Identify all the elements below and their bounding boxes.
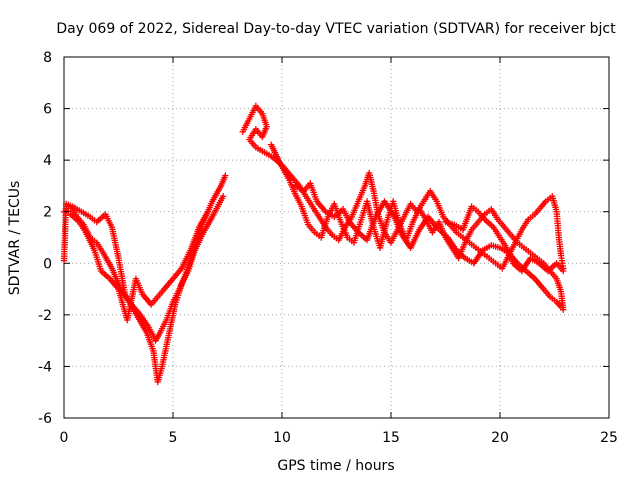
y-tick-label: -6	[38, 411, 52, 427]
y-tick-label: -4	[38, 359, 52, 375]
axis-ticks: 0 5 10 15 20 25 -6 -4 -2 0 2 4 6 8	[38, 50, 618, 446]
x-tick-label: 10	[273, 430, 291, 446]
y-tick-label: 4	[43, 153, 52, 169]
y-tick-label: -2	[38, 308, 52, 324]
series-track	[60, 172, 229, 344]
x-tick-label: 0	[60, 430, 69, 446]
y-tick-label: 8	[43, 50, 52, 66]
data-point	[560, 267, 567, 275]
data-point	[557, 303, 565, 311]
x-tick-label: 15	[382, 430, 400, 446]
data-point	[222, 172, 229, 179]
data-points	[60, 102, 567, 386]
x-tick-label: 5	[169, 430, 178, 446]
y-axis-label: SDTVAR / TECUs	[7, 181, 23, 296]
data-point	[204, 208, 212, 215]
series-track	[442, 203, 567, 275]
series-track	[291, 180, 565, 311]
x-tick-label: 20	[491, 430, 509, 446]
series-track	[67, 208, 212, 324]
y-tick-label: 6	[43, 102, 52, 118]
x-tick-label: 25	[600, 430, 618, 446]
series-track	[60, 193, 227, 386]
data-point	[219, 193, 227, 200]
series-track	[239, 102, 567, 272]
y-tick-label: 2	[43, 205, 52, 221]
chart-title: Day 069 of 2022, Sidereal Day-to-day VTE…	[56, 21, 616, 37]
x-axis-label: GPS time / hours	[277, 458, 394, 474]
y-tick-label: 0	[43, 256, 52, 272]
